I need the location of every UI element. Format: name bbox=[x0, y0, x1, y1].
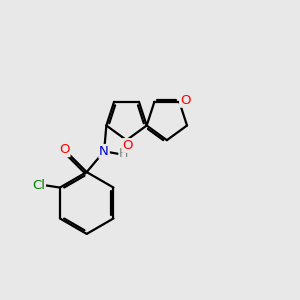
Text: Cl: Cl bbox=[32, 178, 45, 192]
Text: H: H bbox=[119, 147, 129, 161]
Text: N: N bbox=[99, 145, 109, 158]
Text: O: O bbox=[180, 94, 190, 107]
Text: O: O bbox=[59, 143, 70, 156]
Text: O: O bbox=[123, 139, 133, 152]
